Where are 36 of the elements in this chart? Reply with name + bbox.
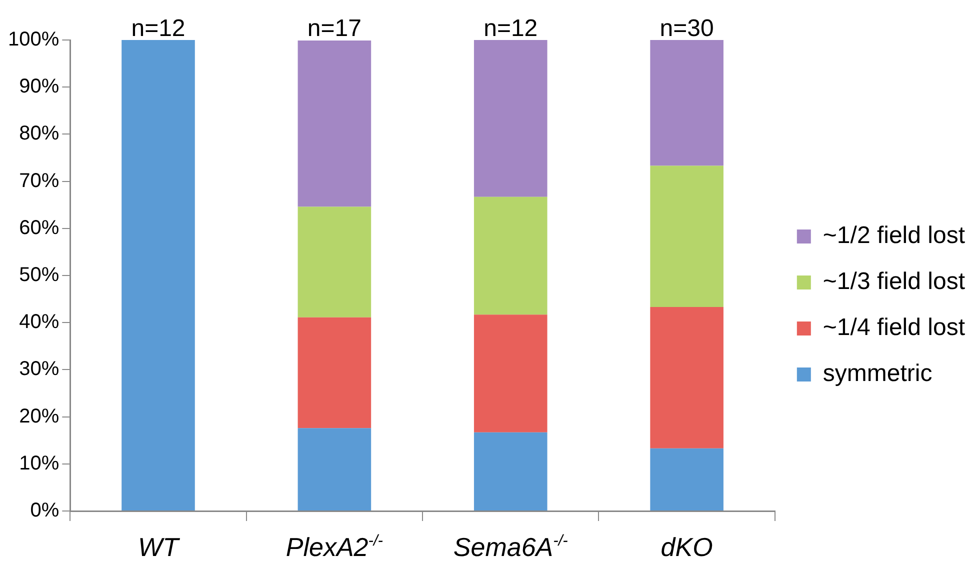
y-tick-label: 0% — [30, 500, 60, 522]
bar — [474, 196, 548, 315]
bar — [122, 40, 195, 510]
annotation: n=12 — [484, 15, 538, 42]
annotation: n=12 — [131, 15, 186, 42]
y-tick-label: 80% — [19, 122, 60, 145]
bar — [474, 432, 548, 510]
bar — [298, 206, 372, 318]
annotation: n=30 — [660, 15, 714, 42]
y-tick-label: 20% — [19, 405, 60, 428]
y-tick-label: 100% — [8, 28, 60, 51]
y-tick-label: 40% — [19, 311, 60, 334]
y-tick-label: 10% — [19, 452, 60, 474]
legend-label: ~1/2 field lost — [822, 222, 966, 250]
bar — [474, 314, 548, 432]
x-tick-label: PlexA2-/- — [286, 532, 383, 562]
bar — [474, 40, 548, 197]
annotation: n=17 — [307, 15, 362, 42]
bar — [298, 317, 372, 428]
x-tick-label: WT — [138, 532, 181, 562]
bar — [298, 40, 372, 207]
legend-label: ~1/4 field lost — [822, 314, 966, 342]
bar — [650, 448, 724, 510]
y-tick-label: 70% — [19, 170, 60, 192]
y-tick-label: 90% — [19, 76, 60, 98]
y-tick-label: 50% — [19, 264, 60, 286]
bar — [298, 428, 372, 510]
y-tick-label: 30% — [19, 358, 60, 380]
x-tick-label: dKO — [660, 532, 713, 562]
bar — [650, 307, 724, 448]
bar — [650, 166, 724, 308]
y-tick-label: 60% — [19, 216, 60, 239]
bar — [650, 40, 724, 166]
legend-label: ~1/3 field lost — [822, 268, 966, 296]
x-tick-label: Sema6A-/- — [453, 532, 568, 562]
legend-label: symmetric — [822, 360, 932, 388]
